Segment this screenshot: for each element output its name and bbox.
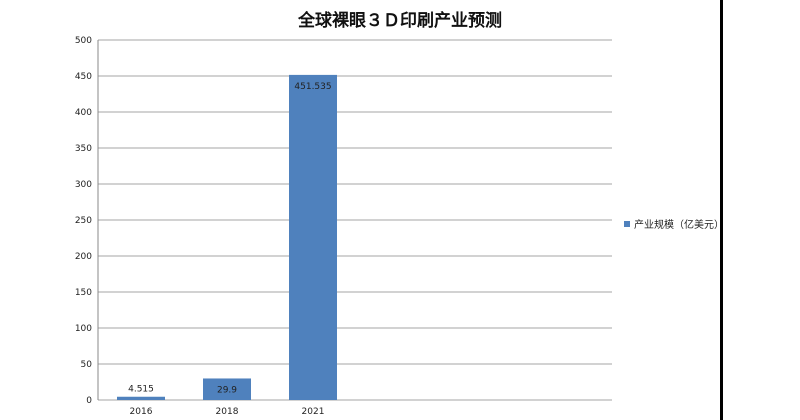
legend-label: 产业规模（亿美元） xyxy=(634,220,724,231)
legend: 产业规模（亿美元） xyxy=(624,216,724,231)
y-tick-label: 50 xyxy=(81,360,93,370)
x-tick-label: 2018 xyxy=(216,407,239,417)
data-label: 451.535 xyxy=(294,82,331,92)
x-tick-label: 2021 xyxy=(302,407,325,417)
y-tick-label: 400 xyxy=(75,108,92,118)
y-tick-label: 250 xyxy=(75,216,92,226)
bar xyxy=(289,74,337,400)
bar xyxy=(203,378,251,400)
bar xyxy=(117,396,165,400)
chart-title: 全球裸眼３Ｄ印刷产业预测 xyxy=(298,11,502,31)
y-tick-label: 100 xyxy=(75,324,92,334)
y-tick-label: 150 xyxy=(75,288,92,298)
y-tick-label: 450 xyxy=(75,72,92,82)
data-label: 29.9 xyxy=(217,385,237,395)
y-tick-label: 200 xyxy=(75,252,92,262)
data-label: 4.515 xyxy=(128,385,154,395)
y-tick-label: 350 xyxy=(75,144,92,154)
x-tick-label: 2016 xyxy=(130,407,153,417)
y-tick-label: 300 xyxy=(75,180,92,190)
border-line xyxy=(720,0,723,420)
y-tick-label: 0 xyxy=(86,396,92,406)
legend-swatch xyxy=(624,220,630,227)
y-tick-label: 500 xyxy=(75,36,92,46)
